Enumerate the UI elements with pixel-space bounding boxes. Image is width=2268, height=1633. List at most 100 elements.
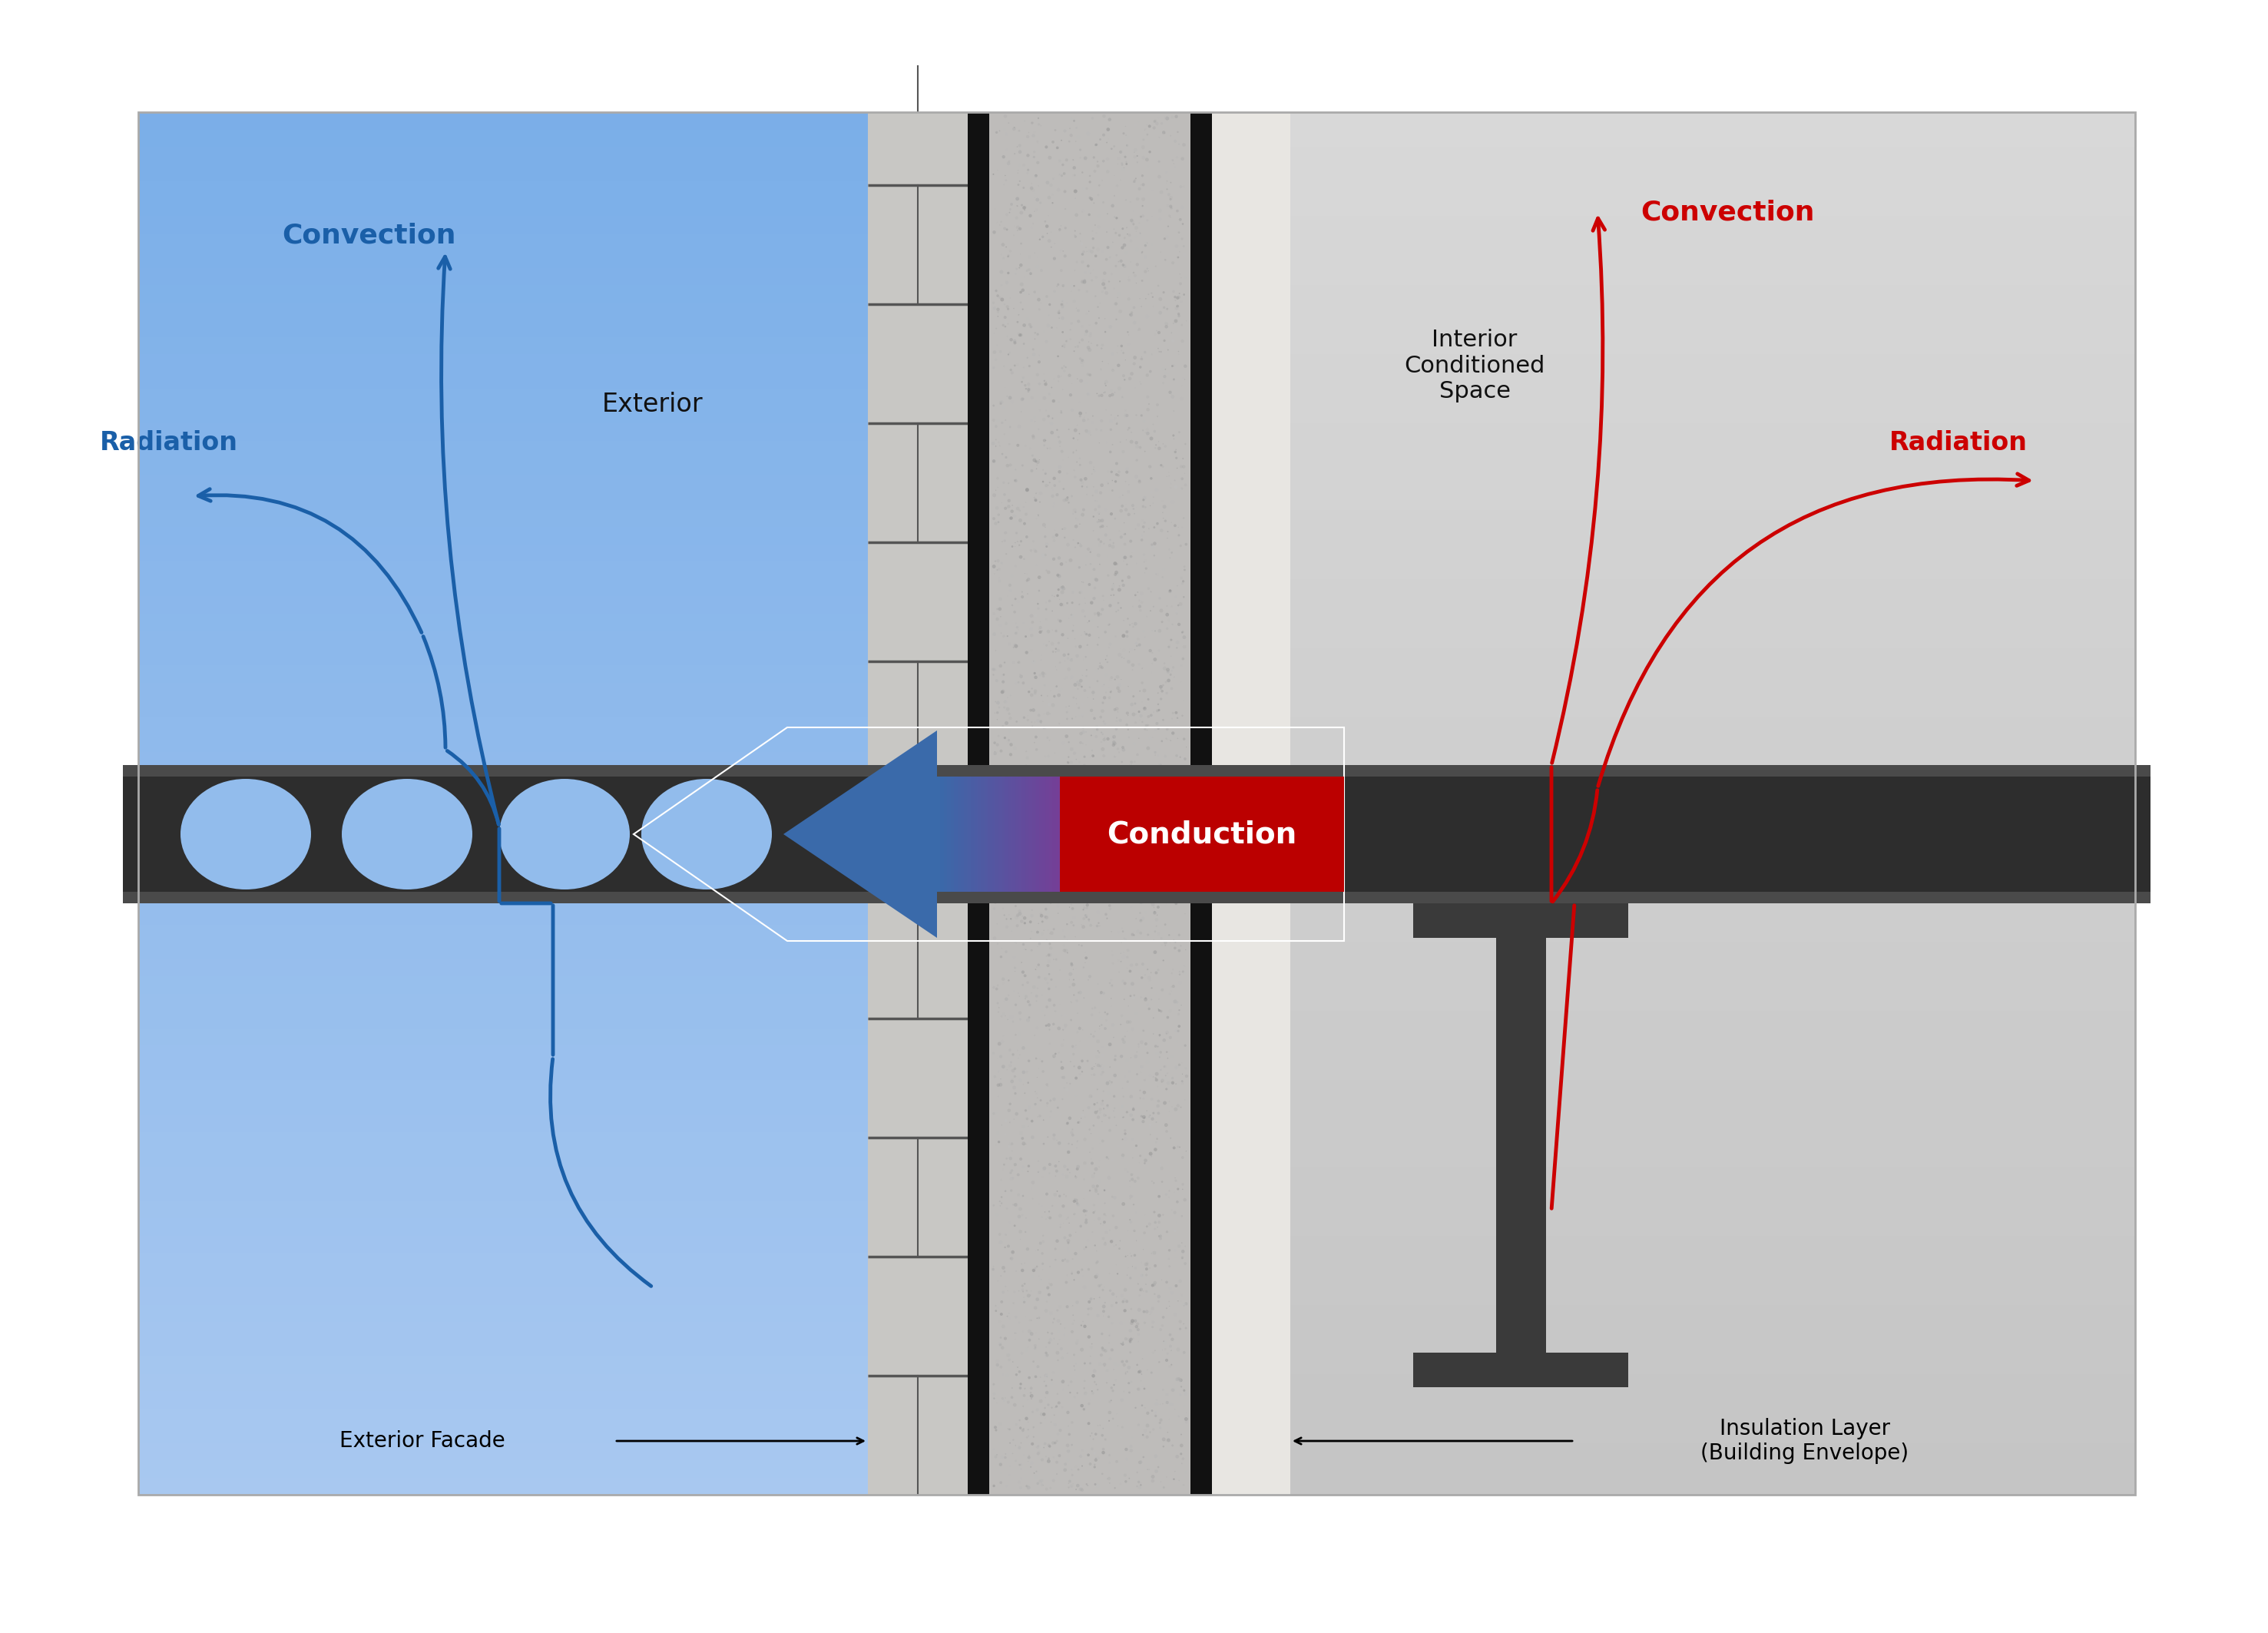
Circle shape — [1095, 725, 1098, 728]
Circle shape — [1102, 271, 1107, 274]
Circle shape — [1041, 1253, 1043, 1254]
Circle shape — [1173, 434, 1175, 436]
Circle shape — [1089, 1463, 1091, 1465]
Circle shape — [1057, 557, 1061, 560]
Circle shape — [1170, 116, 1175, 119]
Circle shape — [1102, 134, 1105, 137]
Circle shape — [1084, 429, 1089, 433]
Circle shape — [1175, 1066, 1179, 1070]
Circle shape — [1116, 1302, 1118, 1303]
Circle shape — [1107, 170, 1109, 173]
Circle shape — [1030, 1333, 1034, 1336]
Bar — [1184, 777, 1188, 892]
Circle shape — [1163, 340, 1166, 341]
Circle shape — [1129, 1221, 1132, 1223]
Bar — [1080, 777, 1082, 892]
Circle shape — [1173, 140, 1177, 142]
Circle shape — [1061, 305, 1064, 309]
Circle shape — [1159, 1235, 1161, 1238]
Circle shape — [1143, 139, 1145, 140]
Circle shape — [1070, 906, 1075, 910]
Circle shape — [1082, 924, 1084, 929]
Circle shape — [1120, 880, 1123, 883]
Circle shape — [1005, 114, 1007, 118]
Circle shape — [1059, 887, 1061, 890]
Circle shape — [993, 1484, 996, 1488]
Bar — [1290, 1444, 2134, 1460]
Bar — [1290, 1460, 2134, 1478]
Circle shape — [1057, 441, 1061, 444]
Circle shape — [1046, 542, 1048, 545]
Circle shape — [1182, 635, 1186, 639]
Circle shape — [1041, 269, 1043, 273]
Circle shape — [996, 617, 998, 621]
Circle shape — [1077, 1066, 1082, 1070]
Circle shape — [1098, 539, 1100, 541]
Circle shape — [1050, 931, 1055, 936]
Circle shape — [1148, 973, 1150, 977]
Bar — [1143, 777, 1148, 892]
Circle shape — [1032, 1411, 1034, 1413]
Circle shape — [1168, 1249, 1170, 1251]
Bar — [1290, 250, 2134, 268]
Circle shape — [1043, 536, 1046, 537]
Circle shape — [1095, 1063, 1100, 1066]
Circle shape — [1018, 774, 1021, 777]
Bar — [1229, 777, 1232, 892]
Circle shape — [1043, 977, 1048, 980]
Circle shape — [1118, 1145, 1120, 1146]
Circle shape — [1125, 1137, 1127, 1141]
Bar — [1048, 777, 1052, 892]
Circle shape — [1066, 656, 1068, 660]
Circle shape — [1014, 611, 1016, 614]
Circle shape — [1127, 575, 1132, 580]
Circle shape — [1105, 630, 1107, 634]
Circle shape — [1145, 1424, 1150, 1427]
Circle shape — [1055, 1169, 1059, 1172]
Polygon shape — [782, 730, 937, 937]
Circle shape — [1057, 147, 1059, 149]
Circle shape — [1041, 1262, 1043, 1266]
Circle shape — [1059, 769, 1061, 772]
Circle shape — [1059, 887, 1061, 890]
Bar — [1290, 1184, 2134, 1200]
Circle shape — [1023, 681, 1025, 684]
Circle shape — [1091, 754, 1095, 758]
Circle shape — [1084, 810, 1089, 815]
Circle shape — [1154, 1078, 1159, 1081]
Circle shape — [1064, 255, 1066, 258]
Circle shape — [1089, 1346, 1093, 1349]
Circle shape — [1084, 756, 1086, 758]
Circle shape — [1050, 895, 1055, 898]
Circle shape — [1018, 1386, 1023, 1390]
Circle shape — [1134, 356, 1136, 359]
Circle shape — [1018, 910, 1021, 913]
Circle shape — [1027, 1106, 1032, 1109]
Circle shape — [1166, 1231, 1168, 1233]
Circle shape — [1027, 1001, 1030, 1003]
Circle shape — [1018, 1486, 1023, 1489]
Circle shape — [1068, 1479, 1070, 1483]
Circle shape — [1148, 934, 1150, 936]
Circle shape — [1102, 1213, 1105, 1215]
Circle shape — [1170, 261, 1175, 265]
Circle shape — [1166, 1081, 1170, 1084]
Circle shape — [1161, 131, 1166, 134]
Circle shape — [1139, 919, 1143, 923]
Circle shape — [1157, 1052, 1159, 1055]
Circle shape — [1105, 258, 1107, 261]
Circle shape — [1007, 738, 1009, 741]
Circle shape — [1048, 988, 1050, 990]
Circle shape — [1120, 1398, 1123, 1401]
Circle shape — [1132, 663, 1134, 666]
Circle shape — [1005, 132, 1007, 136]
Circle shape — [1018, 333, 1023, 336]
Circle shape — [1177, 622, 1182, 625]
Circle shape — [1136, 859, 1139, 861]
Circle shape — [1141, 897, 1143, 900]
Circle shape — [1080, 702, 1084, 705]
Circle shape — [1123, 555, 1127, 558]
Circle shape — [1129, 1253, 1132, 1254]
Circle shape — [1161, 988, 1163, 991]
Circle shape — [1073, 428, 1077, 433]
